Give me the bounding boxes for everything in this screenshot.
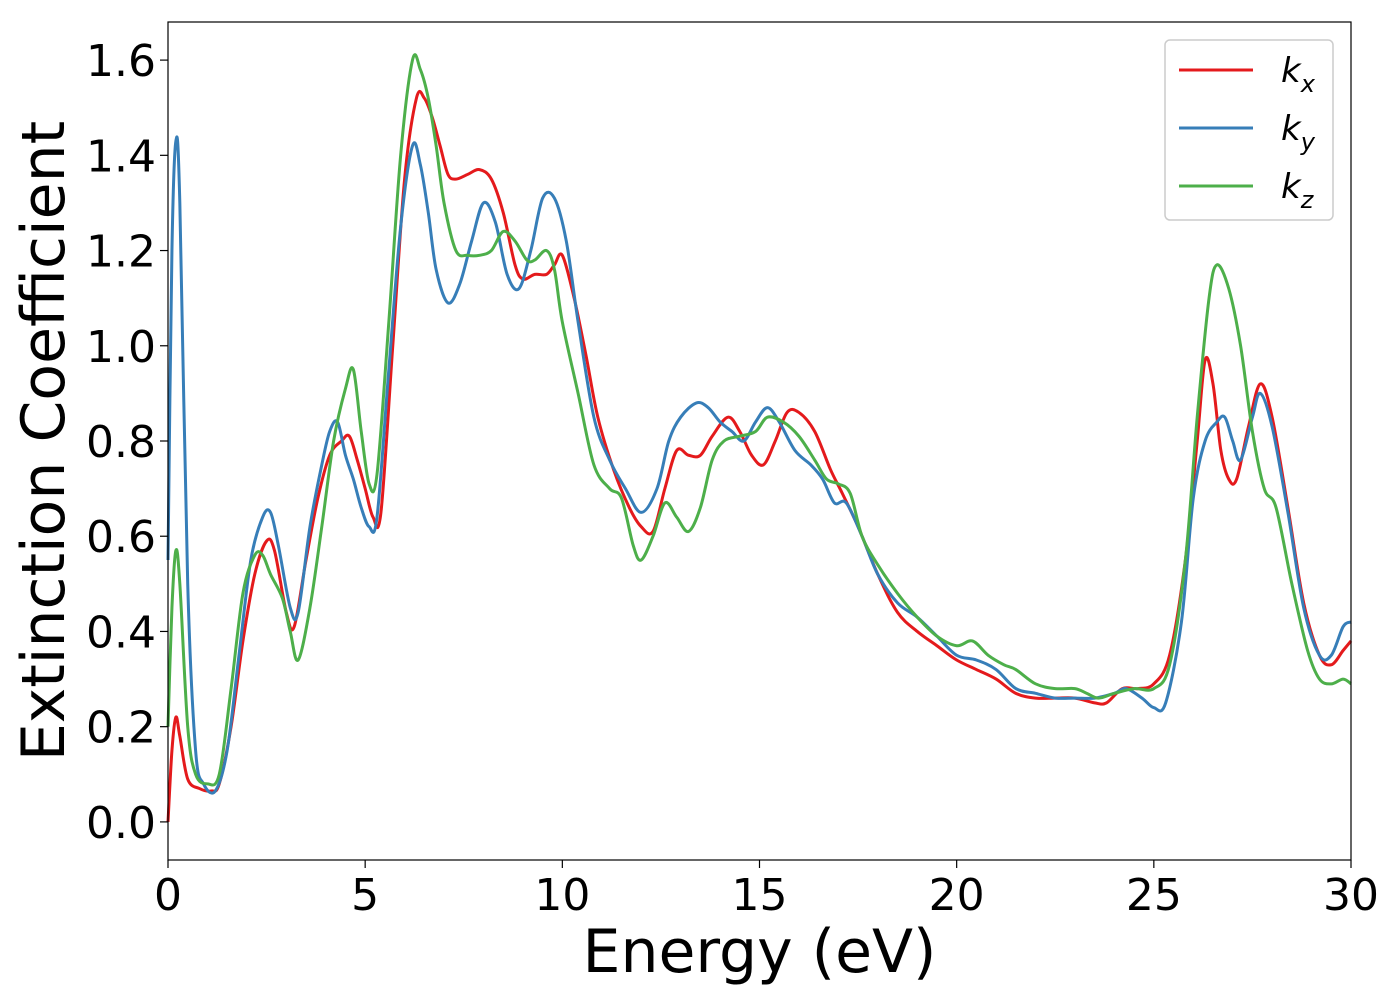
- legend-box: [1164, 39, 1334, 221]
- x-tick-label: 30: [1323, 870, 1379, 921]
- y-tick-label: 0.4: [86, 607, 156, 658]
- y-axis: 0.0 0.2 0.4 0.6 0.8 1.0 1.2 1.4 1.6: [86, 36, 168, 849]
- x-tick-label: 0: [154, 870, 182, 921]
- series-layer: [166, 53, 1353, 822]
- x-axis-title: Energy (eV): [583, 917, 937, 987]
- y-tick-label: 0.0: [86, 798, 156, 849]
- x-axis: 0 5 10 15 20 25 30: [154, 860, 1379, 921]
- y-tick-label: 0.8: [86, 417, 156, 468]
- legend-label-y: ky: [1281, 109, 1316, 156]
- y-axis-title: Extinction Coefficient: [9, 121, 79, 761]
- legend: kx ky kz: [1164, 39, 1334, 221]
- legend-label-z: kz: [1281, 167, 1315, 214]
- y-tick-label: 1.6: [86, 36, 156, 87]
- y-tick-label: 1.2: [86, 227, 156, 278]
- y-tick-label: 0.6: [86, 512, 156, 563]
- legend-label-x: kx: [1281, 51, 1316, 98]
- y-tick-label: 1.4: [86, 131, 156, 182]
- series-line-y: [166, 135, 1352, 795]
- x-tick-label: 25: [1126, 870, 1182, 921]
- series-line-z: [166, 53, 1352, 787]
- x-tick-label: 5: [351, 870, 379, 921]
- y-tick-label: 0.2: [86, 703, 156, 754]
- x-tick-label: 15: [732, 870, 788, 921]
- x-tick-label: 20: [929, 870, 985, 921]
- x-tick-label: 10: [534, 870, 590, 921]
- y-tick-label: 1.0: [86, 322, 156, 373]
